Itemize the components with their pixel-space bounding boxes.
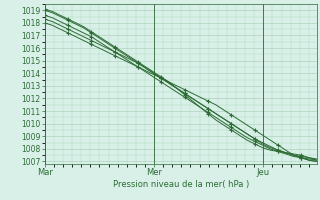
X-axis label: Pression niveau de la mer( hPa ): Pression niveau de la mer( hPa ) [113,180,249,189]
